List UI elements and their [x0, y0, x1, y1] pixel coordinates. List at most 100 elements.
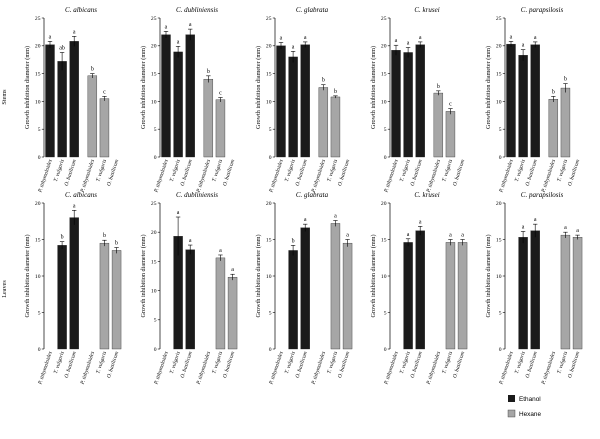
chart-title: C. glabrata — [296, 6, 329, 14]
y-tick-label-0: 0 — [499, 347, 502, 353]
bar-ethanol-o-basilicum — [300, 44, 310, 158]
y-tick-label-10: 10 — [35, 99, 41, 105]
x-category-label-t-vulgaris: T. vulgaris — [556, 351, 569, 375]
significance-label: a — [346, 233, 349, 239]
x-category-label-o-basilicum: O. basilicum — [567, 351, 581, 379]
bar-hexane-o-basilicum — [111, 250, 122, 350]
x-category-label-o-basilicum: O. basilicum — [337, 351, 351, 379]
bar-ethanol-p-tithymaloides — [506, 43, 516, 158]
significance-label: b — [564, 77, 567, 83]
x-category-label-p-tithymaloides: P. tithymaloides — [383, 351, 400, 386]
significance-label: a — [177, 39, 180, 45]
bar-ethanol-t-vulgaris — [57, 245, 67, 350]
y-tick-label-25: 25 — [496, 16, 502, 22]
x-category-label-t-vulgaris: T. vulgaris — [399, 351, 412, 375]
y-tick-label-15: 15 — [35, 72, 41, 78]
y-tick-label-10: 10 — [496, 274, 502, 280]
x-category-label-p-tithymaloides: P. tithymaloides — [540, 159, 557, 194]
y-tick-label-25: 25 — [151, 16, 157, 22]
y-tick-label-10: 10 — [266, 99, 272, 105]
y-axis-title: Growth inhibition diameter (mm) — [370, 46, 377, 129]
bar-hexane-o-basilicum — [342, 242, 353, 350]
x-category-label-p-tithymaloides: P. tithymaloides — [498, 159, 515, 194]
significance-label: a — [395, 38, 398, 44]
x-category-label-o-basilicum: O. basilicum — [180, 159, 194, 187]
y-axis-title: Growth inhibition diameter (mm) — [24, 46, 31, 129]
significance-label: ab — [59, 45, 65, 51]
bar-hexane-o-basilicum — [227, 276, 238, 350]
bar-ethanol-o-basilicum — [530, 44, 540, 158]
bar-hexane-p-tithymaloides — [203, 78, 214, 158]
bar-ethanol-o-basilicum — [415, 230, 425, 350]
y-axis-title: Growth inhibition diameter (mm) — [255, 46, 262, 129]
chart-panel-4: 0 5 10 15 20 25 Growth inhibition diameter (mm… — [370, 6, 466, 194]
x-category-label-p-tithymaloides: P. tithymaloides — [498, 351, 515, 386]
x-category-label-t-vulgaris: T. vulgaris — [284, 351, 297, 375]
y-tick-label-0: 0 — [38, 155, 41, 161]
bar-ethanol-t-vulgaris — [288, 250, 298, 350]
x-category-label-t-vulgaris: T. vulgaris — [514, 351, 527, 375]
x-category-label-o-basilicum: O. basilicum — [222, 351, 236, 379]
chart-title: C. albicans — [65, 6, 97, 14]
y-tick-label-20: 20 — [381, 201, 387, 207]
bar-hexane-t-vulgaris — [215, 99, 226, 158]
x-category-label-o-basilicum: O. basilicum — [106, 159, 120, 187]
y-tick-label-0: 0 — [384, 347, 387, 353]
significance-label: b — [552, 89, 555, 95]
x-category-label-p-tithymaloides: P. tithymaloides — [540, 351, 557, 386]
significance-label: b — [207, 69, 210, 75]
y-tick-label-0: 0 — [269, 155, 272, 161]
x-category-label-p-tithymaloides: P. tithymaloides — [425, 351, 442, 386]
bar-hexane-t-vulgaris — [330, 223, 341, 350]
legend-swatch-hexane — [507, 409, 516, 418]
bar-hexane-p-tithymaloides — [548, 99, 559, 158]
y-tick-label-15: 15 — [266, 72, 272, 78]
x-category-label-t-vulgaris: T. vulgaris — [326, 159, 339, 183]
significance-label: a — [534, 35, 537, 41]
x-category-label-t-vulgaris: T. vulgaris — [169, 351, 182, 375]
bar-ethanol-t-vulgaris — [403, 242, 413, 350]
x-category-label-o-basilicum: O. basilicum — [452, 159, 466, 187]
x-category-label-o-basilicum: O. basilicum — [567, 159, 581, 187]
y-tick-label-15: 15 — [496, 72, 502, 78]
bar-hexane-p-tithymaloides — [87, 75, 98, 158]
bar-ethanol-o-basilicum — [69, 41, 79, 158]
significance-label: a — [304, 217, 307, 223]
y-tick-label-15: 15 — [266, 237, 272, 243]
significance-label: b — [437, 84, 440, 90]
y-tick-label-5: 5 — [154, 318, 157, 324]
y-tick-label-5: 5 — [269, 310, 272, 316]
y-tick-label-20: 20 — [266, 201, 272, 207]
x-category-label-t-vulgaris: T. vulgaris — [95, 351, 108, 375]
x-category-label-p-tithymaloides: P. tithymaloides — [383, 159, 400, 194]
y-axis-title: Growth inhibition diameter (mm) — [255, 235, 262, 318]
chart-panel-8: 0 5 10 15 20 Growth inhibition diameter (mm) C… — [255, 191, 353, 386]
significance-label: a — [407, 232, 410, 238]
chart-title: C. dubliniensis — [176, 191, 218, 199]
significance-label: a — [534, 217, 537, 223]
y-tick-label-20: 20 — [381, 44, 387, 50]
significance-label: a — [219, 248, 222, 254]
chart-title: C. parapsilosis — [521, 6, 564, 14]
x-category-label-t-vulgaris: T. vulgaris — [399, 159, 412, 183]
significance-label: b — [61, 235, 64, 241]
significance-label: a — [189, 238, 192, 244]
x-category-label-p-tithymaloides: P. tithymaloides — [153, 159, 170, 194]
significance-label: a — [564, 225, 567, 231]
y-tick-label-10: 10 — [35, 274, 41, 280]
significance-label: b — [91, 67, 94, 73]
significance-label: a — [419, 35, 422, 41]
chart-panel-9: 0 5 10 15 20 Growth inhibition diameter (mm) C… — [370, 191, 468, 386]
y-tick-label-5: 5 — [499, 310, 502, 316]
y-axis-title: Growth inhibition diameter (mm) — [24, 235, 31, 318]
x-category-label-t-vulgaris: T. vulgaris — [441, 159, 454, 183]
x-category-label-o-basilicum: O. basilicum — [106, 351, 120, 379]
significance-label: a — [522, 224, 525, 230]
x-category-label-t-vulgaris: T. vulgaris — [284, 159, 297, 183]
row-label-stems: Stems — [1, 89, 8, 105]
y-tick-label-10: 10 — [151, 289, 157, 295]
y-tick-label-5: 5 — [154, 127, 157, 133]
y-tick-label-0: 0 — [499, 155, 502, 161]
significance-label: a — [304, 35, 307, 41]
x-category-label-o-basilicum: O. basilicum — [525, 159, 539, 187]
